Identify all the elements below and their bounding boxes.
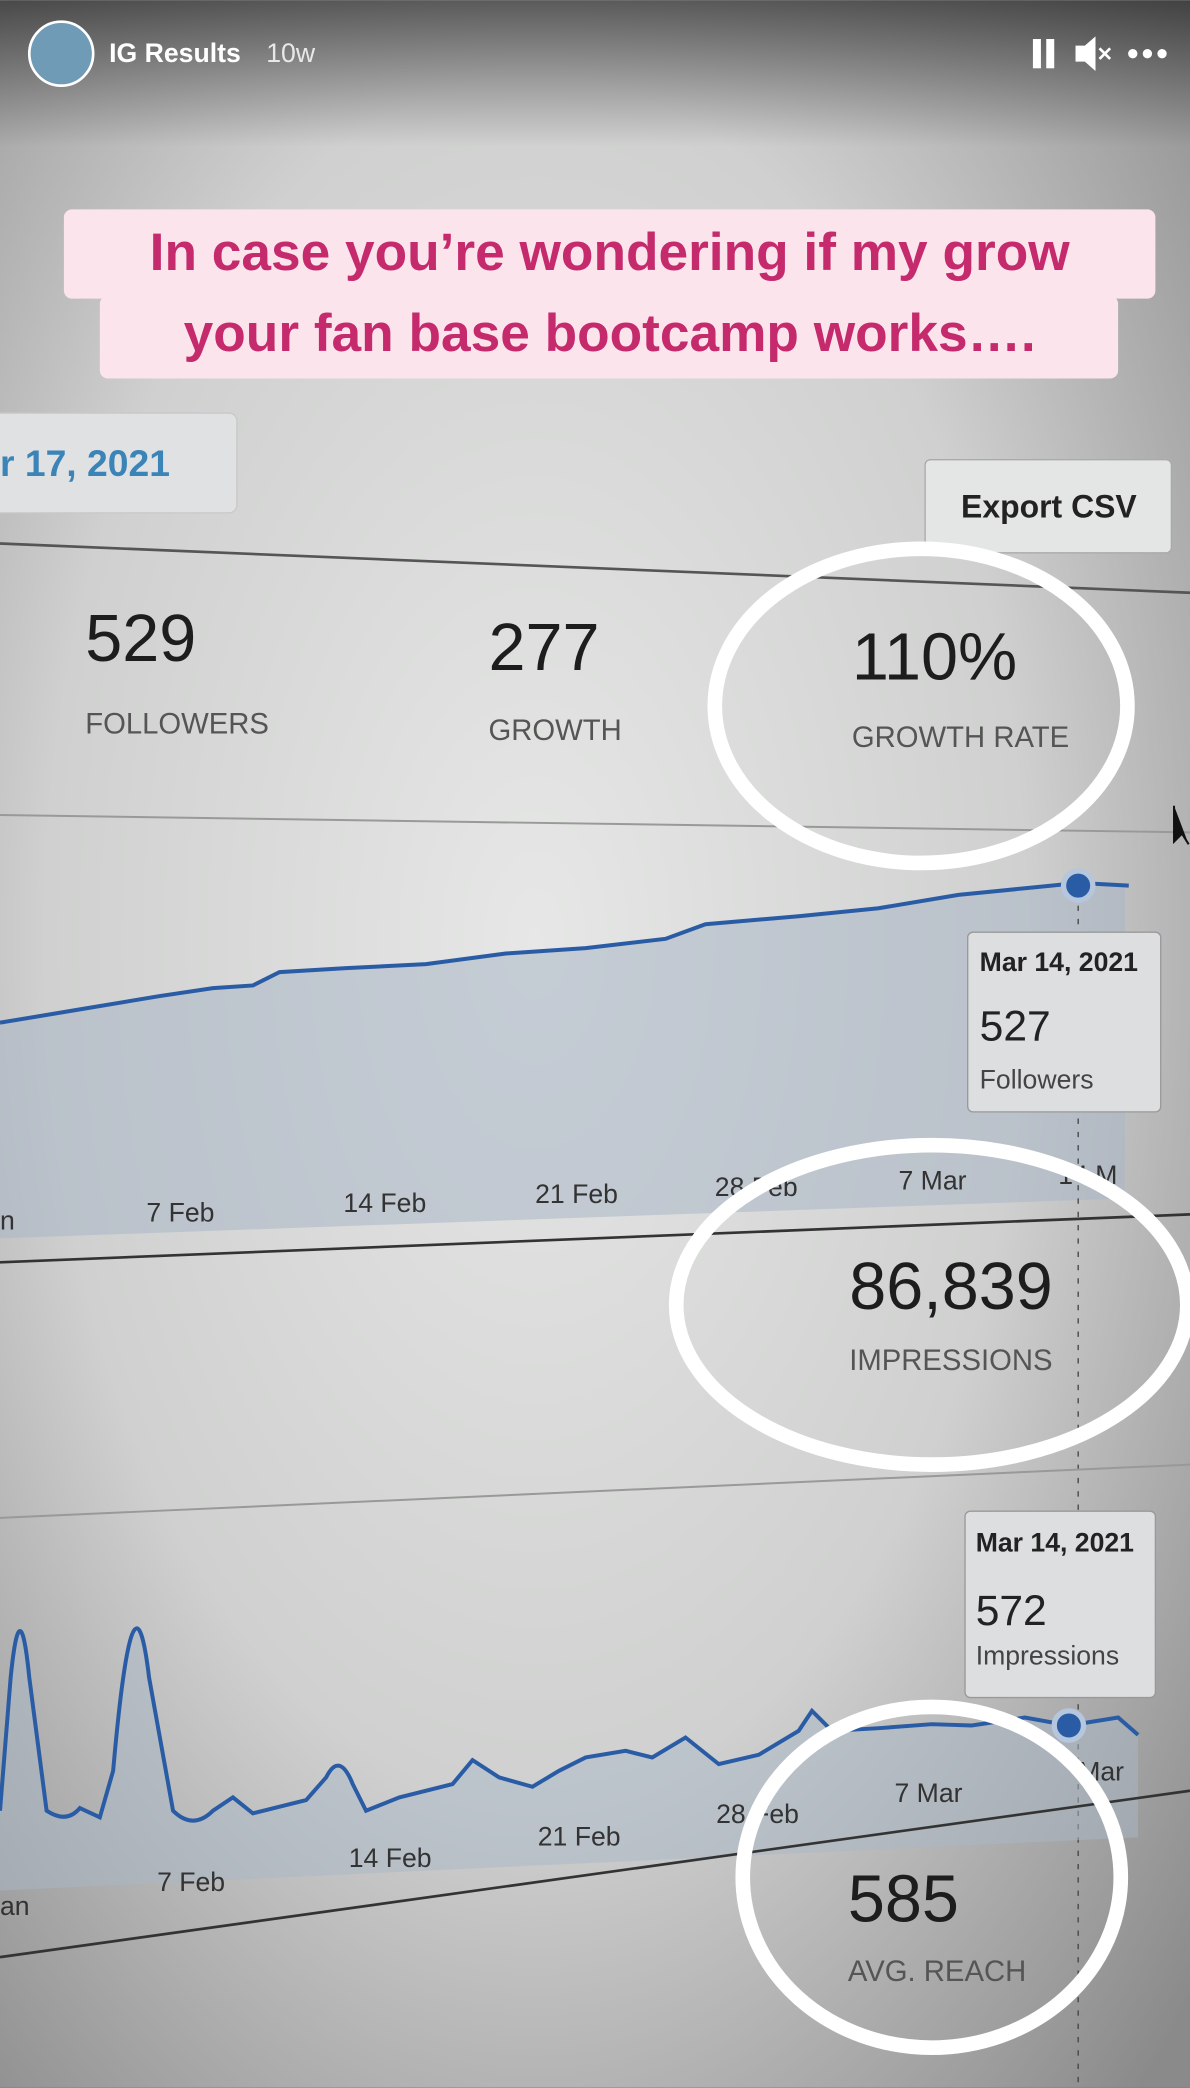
stat-label: FOLLOWERS (85, 708, 269, 741)
x-label: 7 Feb (157, 1867, 225, 1897)
more-icon[interactable] (1128, 49, 1138, 59)
followers-line (0, 880, 1129, 1025)
date-text: r 17, 2021 (0, 442, 170, 484)
tooltip (967, 931, 1162, 1113)
caption-line: In case you’re wondering if my grow (150, 223, 1071, 282)
mute-icon (1098, 47, 1112, 60)
separator (0, 1463, 1190, 1519)
separator (0, 1789, 1190, 1959)
caption-line: your fan base bootcamp works…. (184, 304, 1036, 363)
tooltip-date: Mar 14, 2021 (980, 947, 1138, 977)
tooltip-date: Mar 14, 2021 (976, 1528, 1134, 1558)
x-label: 21 Feb (535, 1179, 618, 1209)
caption-box (63, 209, 1156, 299)
separator (0, 814, 1190, 834)
date-box (0, 412, 238, 514)
stat-value: 277 (489, 611, 600, 685)
caption-box (99, 295, 1119, 379)
tooltip-label: Followers (980, 1064, 1094, 1094)
x-label: 14 Feb (343, 1188, 426, 1218)
impressions-area (0, 1628, 1139, 1891)
mute-icon[interactable] (1075, 36, 1096, 71)
x-label: 7 Mar (898, 1165, 966, 1195)
x-label: 7 Feb (146, 1197, 214, 1227)
impressions-marker (1051, 1708, 1087, 1743)
avatar[interactable] (27, 20, 95, 87)
x-label: 7 Mar (894, 1778, 962, 1808)
stat-value: 110% (852, 621, 1017, 695)
highlight-circle (668, 1137, 1190, 1472)
account-name[interactable]: IG Results (109, 38, 241, 68)
x-label: n (0, 1205, 15, 1235)
more-icon (1142, 49, 1153, 59)
highlight-circle (735, 1699, 1129, 2055)
pause-icon[interactable] (1032, 39, 1041, 69)
pause-icon (1046, 39, 1055, 69)
separator (0, 542, 1190, 595)
impressions-label: IMPRESSIONS (849, 1344, 1052, 1377)
export-label: Export CSV (961, 488, 1137, 524)
impressions-value: 86,839 (849, 1250, 1053, 1324)
followers-marker (1060, 868, 1096, 903)
x-label: an (0, 1891, 30, 1921)
stat-value: 529 (85, 602, 196, 676)
tooltip-value: 527 (980, 1003, 1051, 1051)
highlight-circle (707, 541, 1135, 871)
tooltip-value: 572 (976, 1587, 1047, 1635)
reach-label: AVG. REACH (848, 1955, 1026, 1988)
more-icon (1157, 49, 1167, 59)
mouse-cursor (1173, 805, 1190, 845)
export-button[interactable] (924, 458, 1173, 554)
separator (0, 1213, 1190, 1264)
x-label: 14 Feb (349, 1843, 432, 1873)
stat-label: GROWTH (489, 714, 622, 747)
reach-value: 585 (848, 1862, 959, 1936)
header-shade (0, 0, 1190, 147)
tooltip (964, 1510, 1157, 1699)
x-label: 21 Feb (538, 1822, 621, 1852)
tooltip-label: Impressions (976, 1641, 1119, 1671)
post-age: 10w (266, 38, 316, 68)
impressions-line (0, 1626, 1140, 1823)
stat-label: GROWTH RATE (852, 721, 1069, 754)
